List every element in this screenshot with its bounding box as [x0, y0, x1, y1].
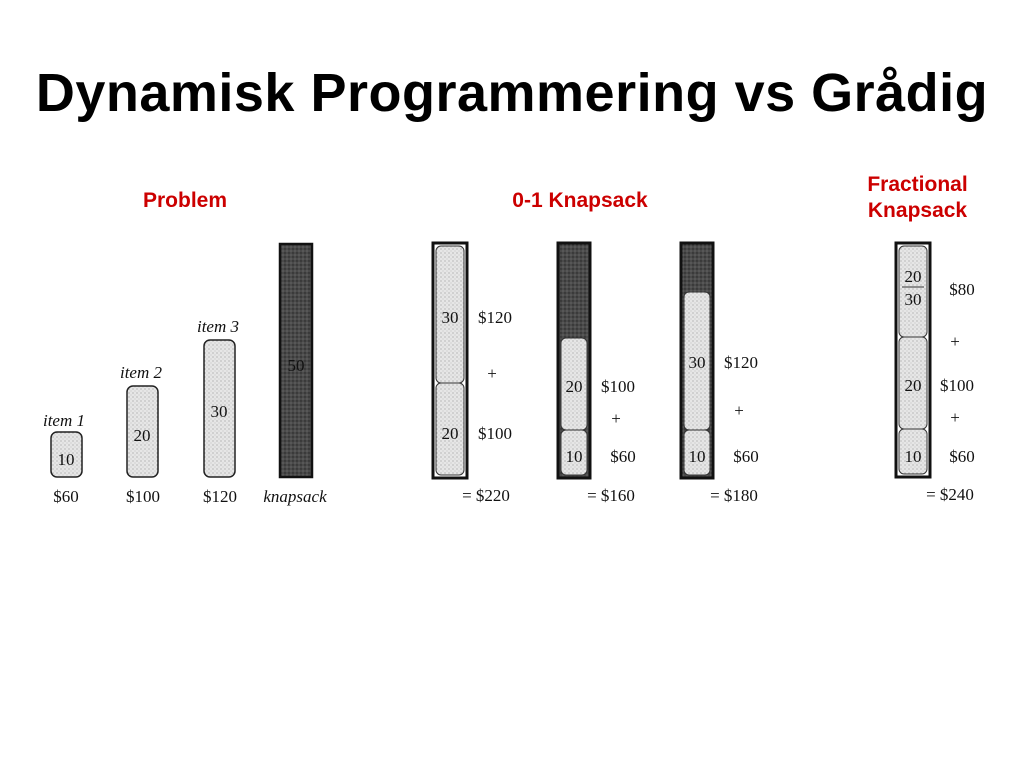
- knapsack-label: knapsack: [263, 487, 327, 506]
- solution-fractional: 20 30 $80 + 20 $100 + 10 $60 = $240: [894, 241, 975, 504]
- solution-01-b-part1-weight: 20: [566, 377, 583, 396]
- fractional-mid-value: $100: [940, 376, 974, 395]
- item-3-weight: 30: [211, 402, 228, 421]
- item-3: 30 item 3 $120: [197, 317, 239, 506]
- fractional-bot-value: $60: [949, 447, 975, 466]
- knapsack-capacity-value: 50: [288, 356, 305, 375]
- solution-01-c-part2-weight: 10: [689, 447, 706, 466]
- knapsack-capacity: 50 knapsack: [263, 242, 327, 506]
- solution-01-b-total: = $160: [587, 486, 635, 505]
- solution-01-b-part2-value: $60: [610, 447, 636, 466]
- heading-problem: Problem: [142, 189, 228, 212]
- solution-01-c-plus: +: [734, 401, 744, 420]
- solution-01-a-part1-weight: 30: [442, 308, 459, 327]
- item-3-label: item 3: [197, 317, 239, 336]
- fractional-plus-1: +: [950, 332, 960, 351]
- fractional-plus-2: +: [950, 408, 960, 427]
- solution-01-b-plus: +: [611, 409, 621, 428]
- item-2-value: $100: [126, 487, 160, 506]
- solution-01-a-plus: +: [487, 364, 497, 383]
- item-1-label: item 1: [43, 411, 85, 430]
- fractional-top-w2: 30: [905, 290, 922, 309]
- item-2: 20 item 2 $100: [120, 363, 163, 506]
- solution-01-b-part2-weight: 10: [566, 447, 583, 466]
- solution-01-a-total: = $220: [462, 486, 510, 505]
- heading-fractional: Fractional Knapsack: [867, 173, 968, 222]
- solution-01-c-part1-weight: 30: [689, 353, 706, 372]
- item-1: 10 item 1 $60: [43, 411, 85, 506]
- fractional-bot-weight: 10: [905, 447, 922, 466]
- fractional-total: = $240: [926, 485, 974, 504]
- item-2-weight: 20: [134, 426, 151, 445]
- heading-knapsack01: 0-1 Knapsack: [512, 189, 648, 212]
- solution-01-a-part1-value: $120: [478, 308, 512, 327]
- item-3-value: $120: [203, 487, 237, 506]
- solution-01-b-part1-value: $100: [601, 377, 635, 396]
- solution-01-a: 30 $120 + 20 $100 = $220: [431, 241, 512, 505]
- item-1-weight: 10: [58, 450, 75, 469]
- fractional-top-w1: 20: [905, 267, 922, 286]
- item-2-label: item 2: [120, 363, 163, 382]
- solution-01-a-part2-weight: 20: [442, 424, 459, 443]
- fractional-mid-weight: 20: [905, 376, 922, 395]
- solution-01-b: 20 $100 + 10 $60 = $160: [556, 241, 636, 505]
- solution-01-c-part1-value: $120: [724, 353, 758, 372]
- page-title: Dynamisk Programmering vs Grådig: [35, 63, 989, 123]
- solution-01-c-total: = $180: [710, 486, 758, 505]
- solution-01-c: 30 $120 + 10 $60 = $180: [679, 241, 759, 505]
- fractional-top-value: $80: [949, 280, 975, 299]
- solution-01-a-part2-value: $100: [478, 424, 512, 443]
- item-1-value: $60: [53, 487, 79, 506]
- solution-01-c-part2-value: $60: [733, 447, 759, 466]
